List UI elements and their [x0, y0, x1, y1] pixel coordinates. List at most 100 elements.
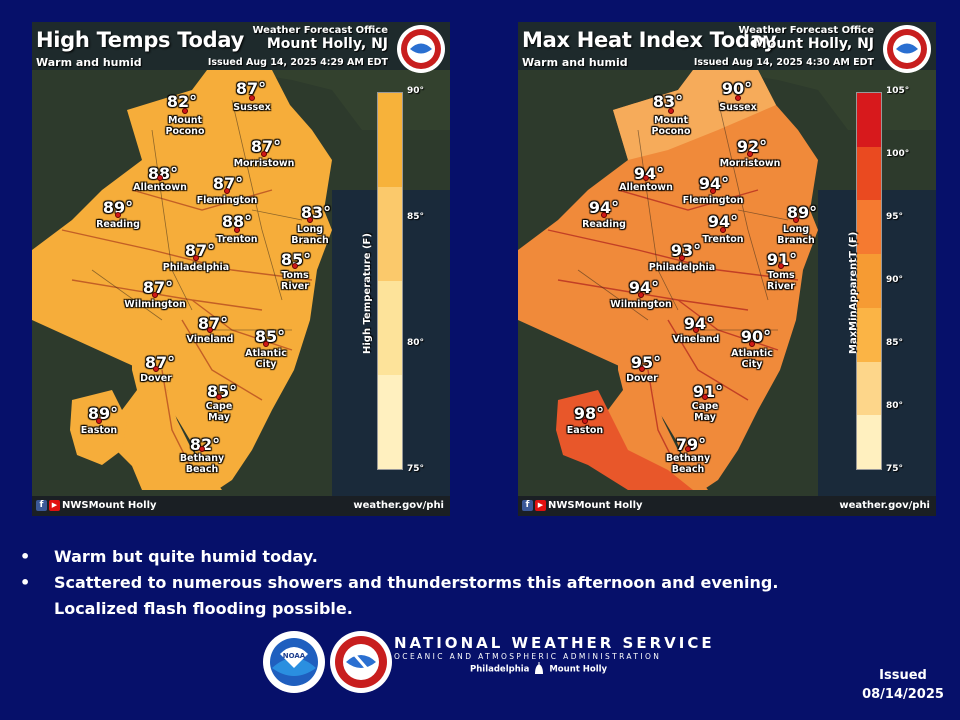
city-marker: [638, 292, 644, 298]
temp-philadelphia: 93°: [670, 241, 702, 260]
city-label-morristown: Morristown: [233, 158, 295, 169]
city-marker: [735, 95, 741, 101]
facebook-icon[interactable]: f: [36, 500, 47, 511]
temp-morristown: 87°: [250, 137, 282, 156]
color-legend: [856, 92, 882, 470]
website-link[interactable]: weather.gov/phi: [353, 500, 444, 511]
panel-title: High Temps Today: [36, 28, 244, 52]
city-label-long-branch: Long Branch: [777, 224, 815, 246]
temp-flemington: 87°: [212, 174, 244, 193]
eastern-shore-land: [70, 390, 127, 465]
city-marker: [153, 366, 159, 372]
city-label-atlantic-city: Atlantic City: [731, 348, 773, 370]
forecast-area-land: [32, 70, 332, 490]
city-label-vineland: Vineland: [186, 334, 234, 345]
issued-time: Issued Aug 14, 2025 4:29 AM EDT: [207, 57, 388, 68]
city-label-wilmington: Wilmington: [124, 299, 186, 310]
facebook-icon[interactable]: f: [522, 500, 533, 511]
city-label-dover: Dover: [140, 373, 172, 384]
forecast-bullets: • Warm but quite humid today. • Scattered …: [20, 544, 778, 622]
issued-stamp: Issued 08/14/2025: [856, 666, 950, 704]
city-label-bethany-beach: Bethany Beach: [665, 453, 711, 475]
youtube-icon[interactable]: ▶: [49, 500, 60, 511]
temp-atlantic-city: 90°: [740, 327, 772, 346]
office-line: Weather Forecast Office: [738, 25, 874, 36]
legend-tick: 75°: [886, 464, 904, 474]
temp-allentown: 88°: [147, 164, 179, 183]
city-label-mount-pocono: Mount Pocono: [165, 115, 205, 137]
city-marker: [639, 366, 645, 372]
city-marker: [193, 255, 199, 261]
temp-atlantic-city: 85°: [254, 327, 286, 346]
city-marker: [96, 418, 102, 424]
temp-trenton: 94°: [707, 212, 739, 231]
city-label-atlantic-city: Atlantic City: [245, 348, 287, 370]
issued-date: 08/14/2025: [862, 687, 944, 702]
temp-mount-pocono: 83°: [652, 92, 684, 111]
city-label-philadelphia: Philadelphia: [648, 262, 716, 273]
city-marker: [685, 446, 691, 452]
website-link[interactable]: weather.gov/phi: [839, 500, 930, 511]
city-marker: [263, 341, 269, 347]
city-label-flemington: Flemington: [196, 195, 258, 206]
temp-morristown: 92°: [736, 137, 768, 156]
city-marker: [249, 95, 255, 101]
liberty-bell-icon: [532, 662, 546, 676]
issued-label: Issued: [879, 668, 927, 683]
cooler-zone-north: [613, 70, 776, 160]
office-line: Weather Forecast Office: [252, 25, 388, 36]
social-links[interactable]: f ▶ NWSMount Holly: [36, 500, 157, 511]
city-marker: [582, 418, 588, 424]
legend-swatch: [857, 361, 881, 416]
temp-sussex: 90°: [721, 79, 753, 98]
city-marker: [778, 263, 784, 269]
city-marker: [679, 255, 685, 261]
legend-swatch: [857, 307, 881, 362]
noaa-text: NOAA: [283, 652, 306, 660]
noaa-logo-icon: NOAA: [263, 631, 325, 693]
color-legend: [377, 92, 403, 470]
temp-cape-may: 91°: [692, 382, 724, 401]
forecast-area-land: [518, 70, 818, 490]
temp-philadelphia: 87°: [184, 241, 216, 260]
legend-swatch: [378, 375, 402, 469]
city-label-easton: Easton: [80, 425, 118, 436]
bullet-text: Warm but quite humid today.: [54, 547, 318, 566]
social-links[interactable]: f ▶ NWSMount Holly: [522, 500, 643, 511]
youtube-icon[interactable]: ▶: [535, 500, 546, 511]
city-label-mount-pocono: Mount Pocono: [651, 115, 691, 137]
temp-easton: 98°: [573, 404, 605, 423]
city-marker: [643, 175, 649, 181]
delmarva-land: [112, 340, 222, 490]
legend-swatch: [378, 93, 402, 187]
city-marker: [668, 108, 674, 114]
legend-tick: 90°: [407, 86, 425, 96]
temp-long-branch: 89°: [786, 203, 818, 222]
office-city: Mount Holly, NJ: [752, 36, 874, 52]
hot-zone-southern: [556, 390, 693, 490]
city-label-philadelphia: Philadelphia: [162, 262, 230, 273]
legend-swatch: [857, 93, 881, 147]
temp-bethany-beach: 82°: [189, 435, 221, 454]
office-mount-holly: Mount Holly: [549, 664, 608, 675]
social-handle[interactable]: NWSMount Holly: [548, 500, 643, 511]
social-handle[interactable]: NWSMount Holly: [62, 500, 157, 511]
panel-subtitle: Warm and humid: [522, 56, 628, 69]
city-label-flemington: Flemington: [682, 195, 744, 206]
city-marker: [199, 446, 205, 452]
city-label-long-branch: Long Branch: [291, 224, 329, 246]
city-marker: [307, 217, 313, 223]
bullet-marker: •: [20, 547, 31, 566]
bullet-marker: •: [20, 573, 31, 592]
city-marker: [710, 188, 716, 194]
city-marker: [157, 175, 163, 181]
legend-swatch: [857, 254, 881, 308]
bullet-text: Scattered to numerous showers and thunde…: [54, 573, 779, 592]
temp-dover: 95°: [630, 353, 662, 372]
legend-swatch: [378, 187, 402, 281]
nws-name: NATIONAL WEATHER SERVICE: [394, 634, 715, 652]
temp-flemington: 94°: [698, 174, 730, 193]
nws-subtitle: OCEANIC AND ATMOSPHERIC ADMINISTRATION: [394, 652, 662, 661]
city-marker: [747, 151, 753, 157]
city-marker: [216, 394, 222, 400]
